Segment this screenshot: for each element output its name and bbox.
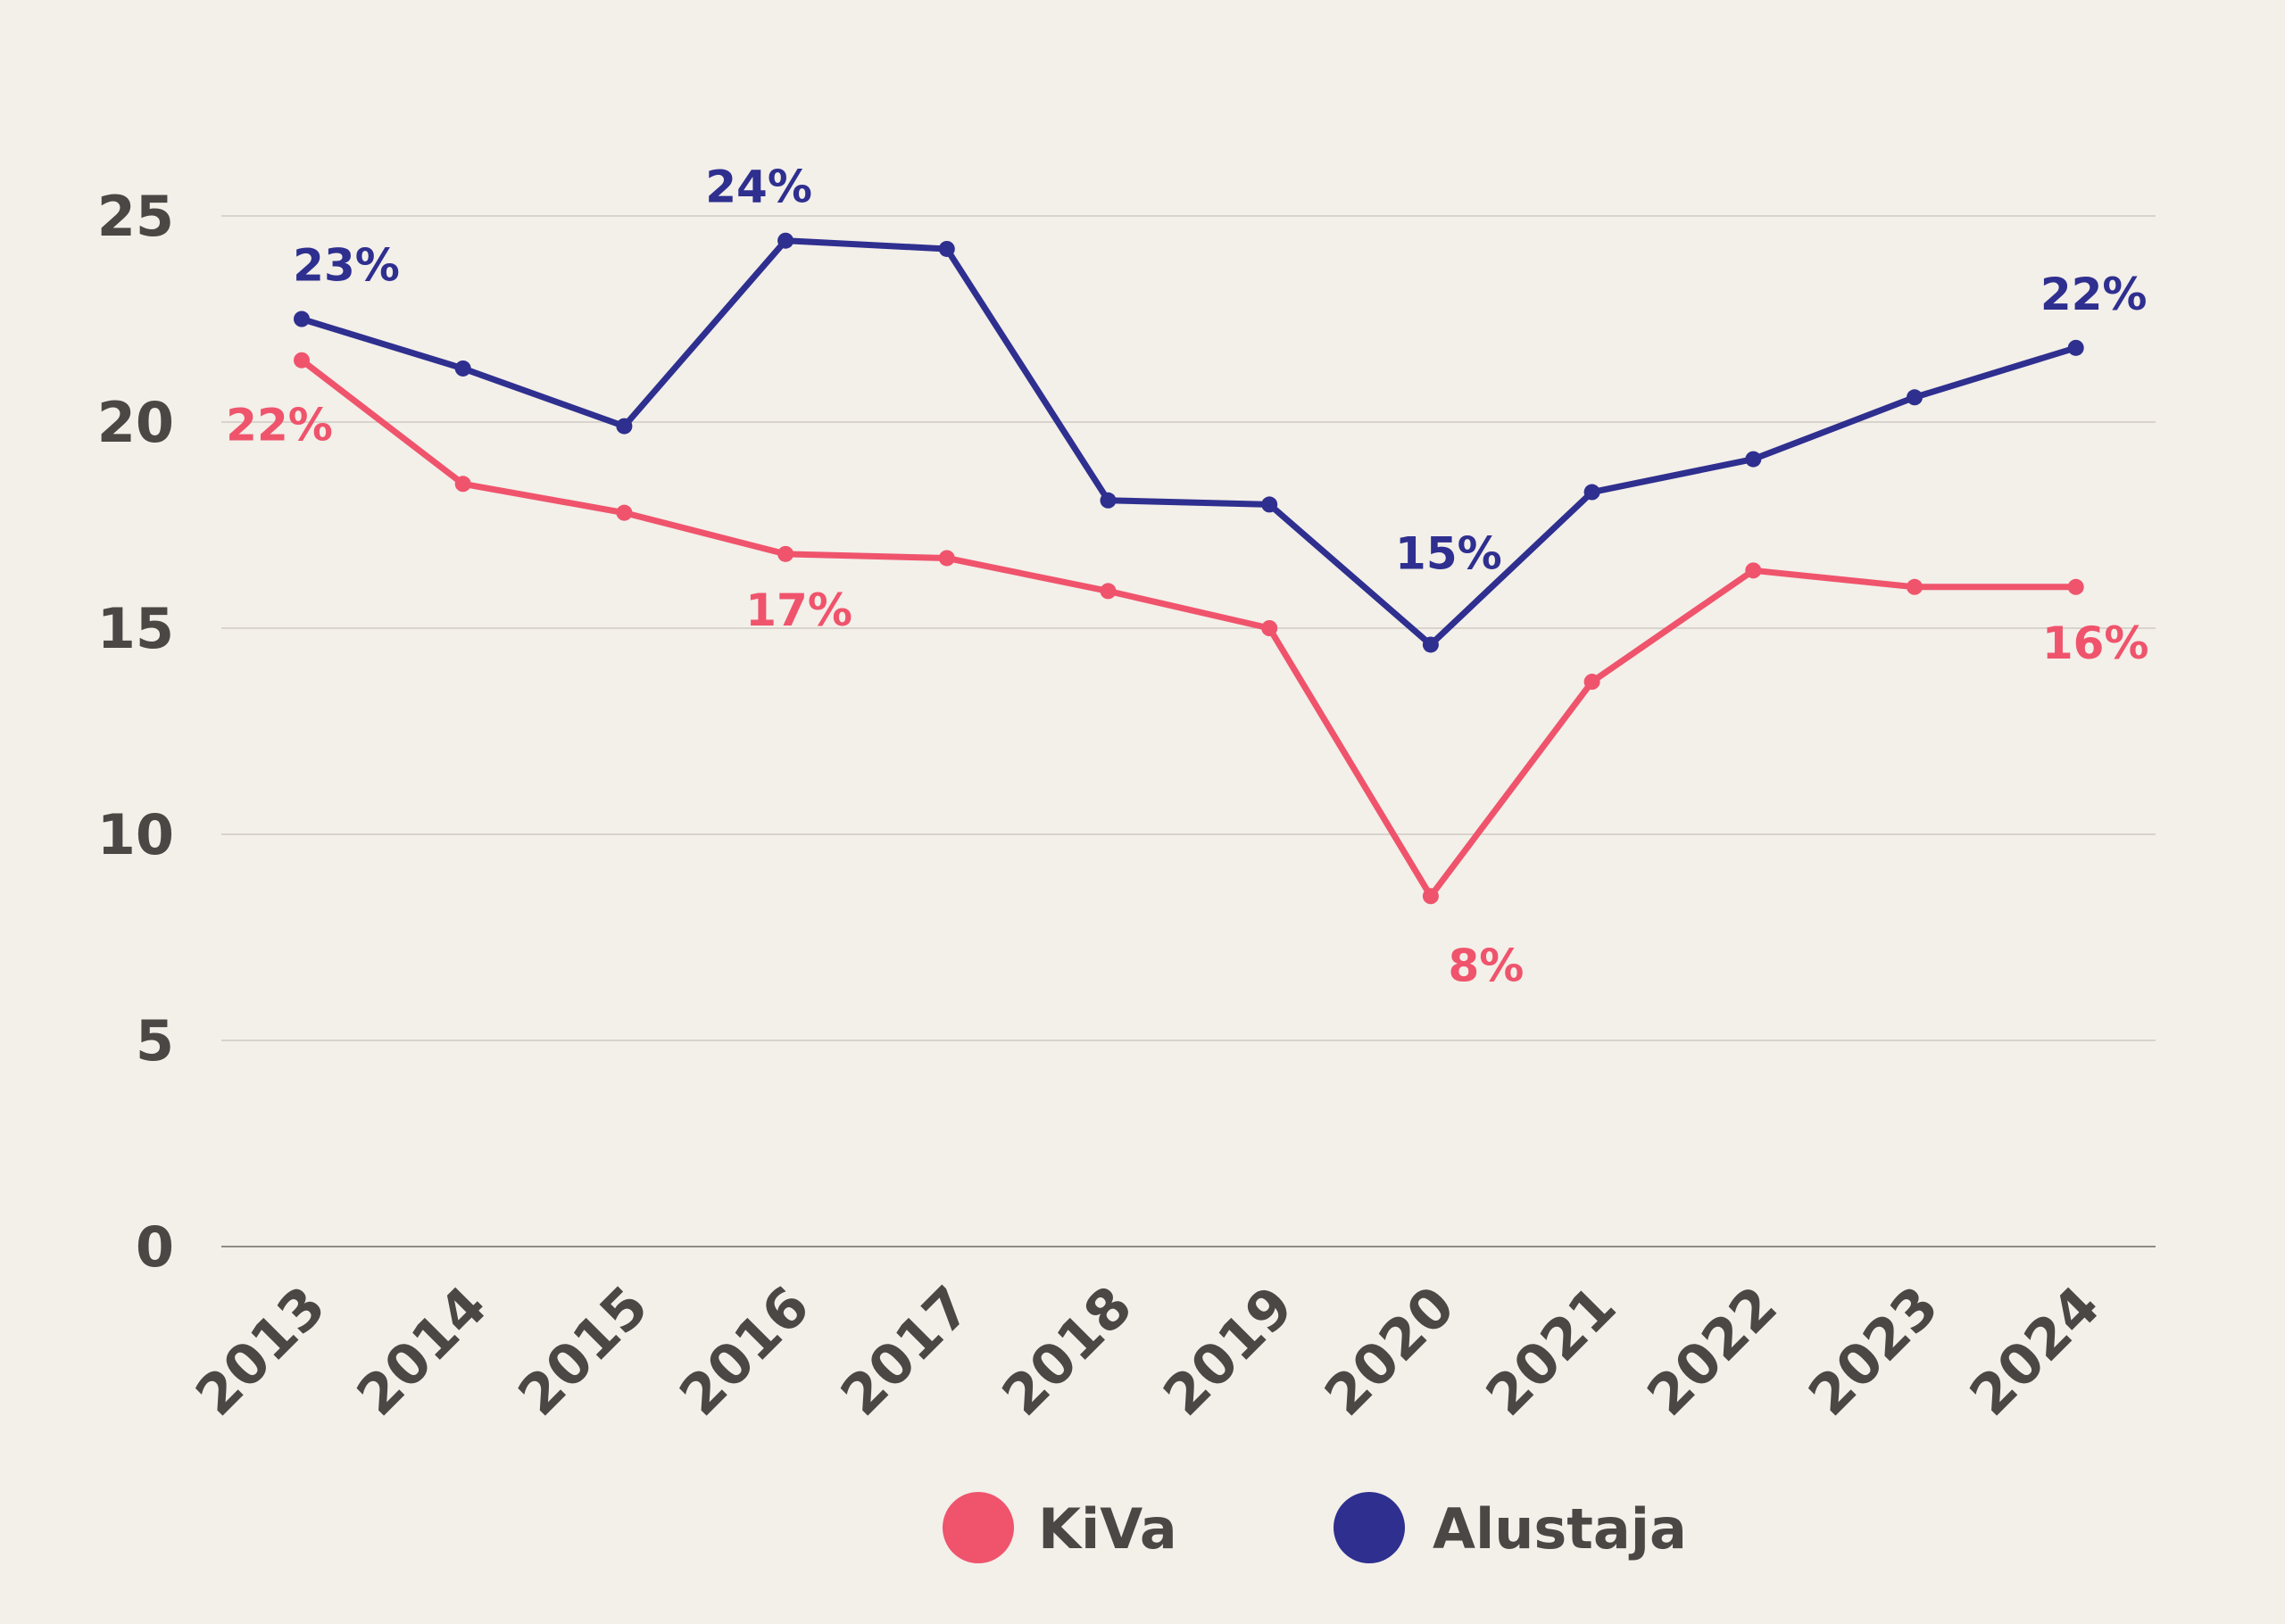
data-label-alustaja: 22%: [2040, 269, 2148, 320]
y-tick-label: 20: [97, 390, 174, 455]
data-point-alustaja: [777, 232, 794, 249]
data-point-kiva: [1422, 888, 1439, 905]
data-point-kiva: [454, 476, 471, 493]
data-point-alustaja: [1261, 496, 1278, 513]
series-line-kiva: [298, 357, 2080, 899]
data-point-kiva: [1261, 620, 1278, 636]
y-axis-ticks: 0 5 10 15 20 25: [97, 184, 174, 1280]
data-label-kiva: 22%: [226, 400, 333, 452]
data-label-alustaja: 15%: [1395, 527, 1502, 579]
y-tick-label: 15: [97, 596, 174, 661]
data-label-kiva: 8%: [1448, 940, 1524, 991]
data-point-kiva: [777, 545, 794, 562]
data-label-alustaja: 24%: [705, 162, 812, 213]
legend-swatch-alustaja: [1334, 1492, 1405, 1563]
x-tick-label: 2019: [1151, 1273, 1306, 1429]
data-point-kiva: [294, 352, 310, 369]
data-point-kiva: [1100, 583, 1117, 600]
data-point-kiva: [1907, 578, 1923, 595]
legend-label-alustaja: Alustaja: [1433, 1496, 1687, 1562]
x-tick-label: 2022: [1634, 1273, 1790, 1429]
x-tick-label: 2014: [345, 1273, 500, 1429]
x-tick-label: 2013: [183, 1273, 338, 1429]
data-point-alustaja: [294, 311, 310, 327]
data-label-kiva: 16%: [2042, 617, 2149, 669]
series-lines: [294, 232, 2084, 905]
data-point-kiva: [616, 504, 633, 521]
data-point-alustaja: [616, 418, 633, 435]
y-tick-label: 10: [97, 802, 174, 867]
data-point-kiva: [2067, 578, 2084, 595]
data-point-kiva: [938, 550, 955, 567]
data-label-alustaja: 23%: [293, 240, 400, 292]
data-labels: 22% 17% 8% 16% 23% 24% 15% 22%: [226, 162, 2148, 992]
x-tick-label: 2016: [667, 1273, 822, 1429]
y-tick-label: 0: [136, 1214, 174, 1280]
data-point-alustaja: [1907, 389, 1923, 406]
data-label-kiva: 17%: [745, 584, 852, 636]
legend-label-kiva: KiVa: [1038, 1496, 1177, 1562]
x-tick-label: 2018: [989, 1273, 1144, 1429]
x-tick-label: 2023: [1796, 1273, 1951, 1429]
x-tick-label: 2015: [505, 1273, 661, 1429]
legend: KiVa Alustaja: [943, 1492, 1687, 1563]
data-point-alustaja: [1583, 484, 1600, 501]
data-point-kiva: [1583, 674, 1600, 691]
x-tick-label: 2020: [1312, 1273, 1467, 1429]
legend-swatch-kiva: [943, 1492, 1014, 1563]
y-tick-label: 5: [136, 1008, 174, 1073]
data-point-alustaja: [1422, 636, 1439, 653]
data-point-alustaja: [1100, 492, 1117, 509]
x-tick-label: 2024: [1957, 1273, 2113, 1429]
data-point-alustaja: [1745, 451, 1762, 468]
data-point-alustaja: [938, 240, 955, 257]
data-point-alustaja: [2067, 339, 2084, 356]
data-point-alustaja: [454, 360, 471, 377]
x-tick-label: 2017: [828, 1273, 984, 1429]
grid-lines: [221, 215, 2156, 1247]
y-tick-label: 25: [97, 184, 174, 249]
data-point-kiva: [1745, 562, 1762, 579]
series-line-alustaja: [298, 237, 2080, 648]
x-tick-label: 2021: [1474, 1273, 1629, 1429]
x-axis-ticks: 2013 2014 2015 2016 2017 2018 2019 2020 2021 2022…: [183, 1273, 2112, 1429]
